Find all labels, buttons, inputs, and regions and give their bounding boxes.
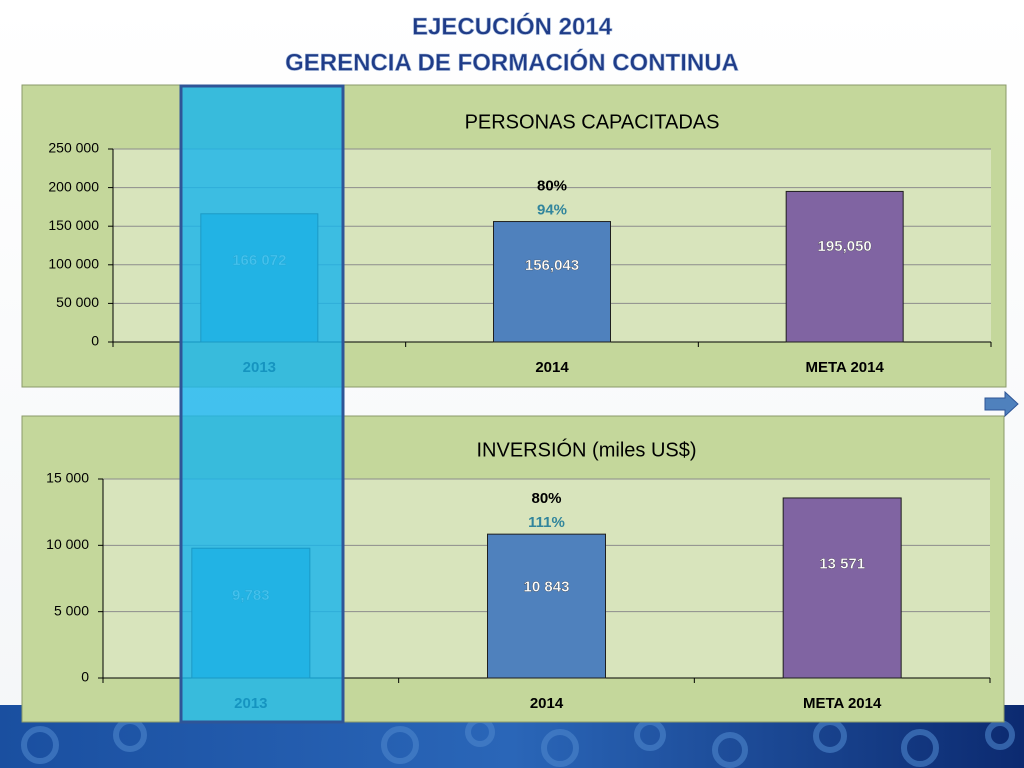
y-tick-label: 200 000 — [48, 178, 99, 194]
slide-title: GERENCIA DE FORMACIÓN CONTINUA — [285, 48, 739, 76]
annotation: 80% — [531, 490, 561, 507]
y-tick-label: 0 — [81, 669, 89, 685]
data-label: 13 571 — [819, 556, 865, 573]
y-tick-label: 5 000 — [54, 602, 89, 618]
chart-title: INVERSIÓN (miles US$) — [476, 438, 696, 461]
slide-title: EJECUCIÓN 2014 — [412, 12, 613, 40]
bar — [493, 221, 611, 343]
data-label: 195,050 — [818, 238, 872, 255]
highlight-column — [179, 84, 345, 724]
next-arrow[interactable] — [984, 390, 1019, 418]
chart-title: PERSONAS CAPACITADAS — [465, 111, 720, 133]
y-tick-label: 250 000 — [48, 140, 99, 156]
annotation: 80% — [537, 178, 567, 195]
data-label: 156,043 — [525, 257, 579, 274]
x-tick-label: 2014 — [530, 695, 564, 712]
x-tick-label: META 2014 — [803, 695, 882, 712]
y-tick-label: 10 000 — [46, 536, 89, 552]
bar — [782, 497, 902, 679]
annotation: 111% — [528, 514, 565, 531]
y-tick-label: 50 000 — [56, 294, 99, 310]
y-tick-label: 0 — [91, 333, 99, 349]
x-tick-label: META 2014 — [805, 359, 884, 376]
bar — [785, 190, 904, 343]
y-tick-label: 150 000 — [48, 217, 99, 233]
y-tick-label: 15 000 — [46, 470, 89, 486]
y-tick-label: 100 000 — [48, 256, 99, 272]
data-label: 10 843 — [524, 578, 570, 595]
annotation: 94% — [537, 202, 567, 219]
x-tick-label: 2014 — [535, 359, 569, 376]
bar — [487, 533, 606, 679]
